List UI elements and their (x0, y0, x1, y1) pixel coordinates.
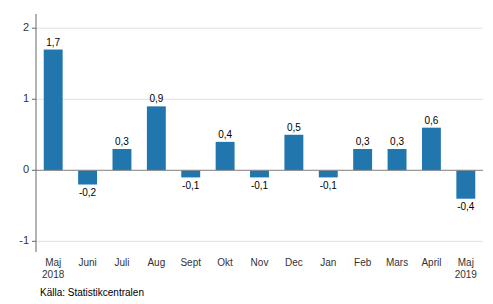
x-axis: Maj2018JuniJuliAugSeptOktNovDecJanFebMar… (42, 257, 477, 280)
y-tick-label: 2 (23, 21, 29, 33)
data-label: 0,3 (115, 136, 129, 147)
data-label: -0,1 (320, 180, 338, 191)
x-tick-label: Nov (251, 257, 269, 268)
x-tick-label: April (421, 257, 441, 268)
data-label: -0,1 (251, 180, 269, 191)
bar (216, 142, 235, 170)
x-tick-label-line: Jan (320, 257, 336, 268)
x-tick-label-line: Sept (180, 257, 201, 268)
grid-line (36, 99, 483, 100)
x-tick-label: Aug (147, 257, 165, 268)
x-tick-label: Sept (180, 257, 201, 268)
x-tick-label-line: 2019 (455, 269, 478, 280)
data-label: 0,3 (356, 136, 370, 147)
x-tick-label: Okt (217, 257, 233, 268)
x-tick-label-line: Dec (285, 257, 303, 268)
x-tick-label: Juni (78, 257, 96, 268)
data-label: 0,9 (149, 93, 163, 104)
x-tick-label-line: Feb (354, 257, 372, 268)
x-tick-label: Jan (320, 257, 336, 268)
y-tick-label: 1 (23, 92, 29, 104)
bar (456, 170, 475, 198)
x-tick-label-line: Maj (458, 257, 474, 268)
zero-line (36, 170, 483, 171)
data-label: -0,2 (79, 187, 97, 198)
x-tick-label: Dec (285, 257, 303, 268)
x-tick-label-line: Juli (114, 257, 129, 268)
y-tick (32, 170, 36, 171)
bar (147, 106, 166, 170)
data-label: 0,5 (287, 122, 301, 133)
x-tick-label-line: Mars (386, 257, 408, 268)
y-tick (32, 28, 36, 29)
x-tick-label-line: Okt (217, 257, 233, 268)
x-tick-label-line: Juni (78, 257, 96, 268)
data-label: 0,6 (424, 115, 438, 126)
grid-line (36, 28, 483, 29)
x-tick-label: Feb (354, 257, 372, 268)
data-label: -0,1 (182, 180, 200, 191)
x-tick-label: Juli (114, 257, 129, 268)
bar (388, 149, 407, 170)
source: Källa: Statistikcentralen (40, 287, 144, 298)
data-label: 0,3 (390, 136, 404, 147)
bar (250, 170, 269, 177)
y-axis-line (36, 14, 37, 252)
chart-container: -1 0 1 2 1,7 -0,2 0,3 0,9 -0,1 0,4 -0,1 0,5 -0,1 0,3 0… (0, 0, 493, 304)
bar (78, 170, 97, 184)
bar (113, 149, 132, 170)
x-tick-label: Maj2019 (455, 257, 478, 280)
bar (44, 50, 63, 171)
y-tick-label: 0 (23, 163, 29, 175)
bar (353, 149, 372, 170)
x-tick-label-line: Aug (147, 257, 165, 268)
grid (36, 28, 483, 241)
bars (44, 50, 476, 199)
data-label: 1,7 (46, 37, 60, 48)
x-tick-label-line: Nov (251, 257, 269, 268)
bar (422, 128, 441, 171)
y-tick-label: -1 (19, 234, 29, 246)
grid-line (36, 241, 483, 242)
chart-svg: -1 0 1 2 1,7 -0,2 0,3 0,9 -0,1 0,4 -0,1 0,5 -0,1 0,3 0… (0, 0, 493, 304)
bar (319, 170, 338, 177)
data-label: 0,4 (218, 129, 232, 140)
data-label: -0,4 (457, 201, 475, 212)
y-axis: -1 0 1 2 (19, 14, 36, 252)
y-tick (32, 99, 36, 100)
x-tick-label-line: April (421, 257, 441, 268)
bar (181, 170, 200, 177)
x-tick-label: Mars (386, 257, 408, 268)
x-tick-label: Maj2018 (42, 257, 65, 280)
data-labels: 1,7 -0,2 0,3 0,9 -0,1 0,4 -0,1 0,5 -0,1 0,3 0,3 0,6… (46, 37, 475, 212)
grid-line (36, 170, 483, 171)
x-tick-label-line: 2018 (42, 269, 65, 280)
x-tick-label-line: Maj (45, 257, 61, 268)
bar (284, 135, 303, 171)
y-tick (32, 241, 36, 242)
